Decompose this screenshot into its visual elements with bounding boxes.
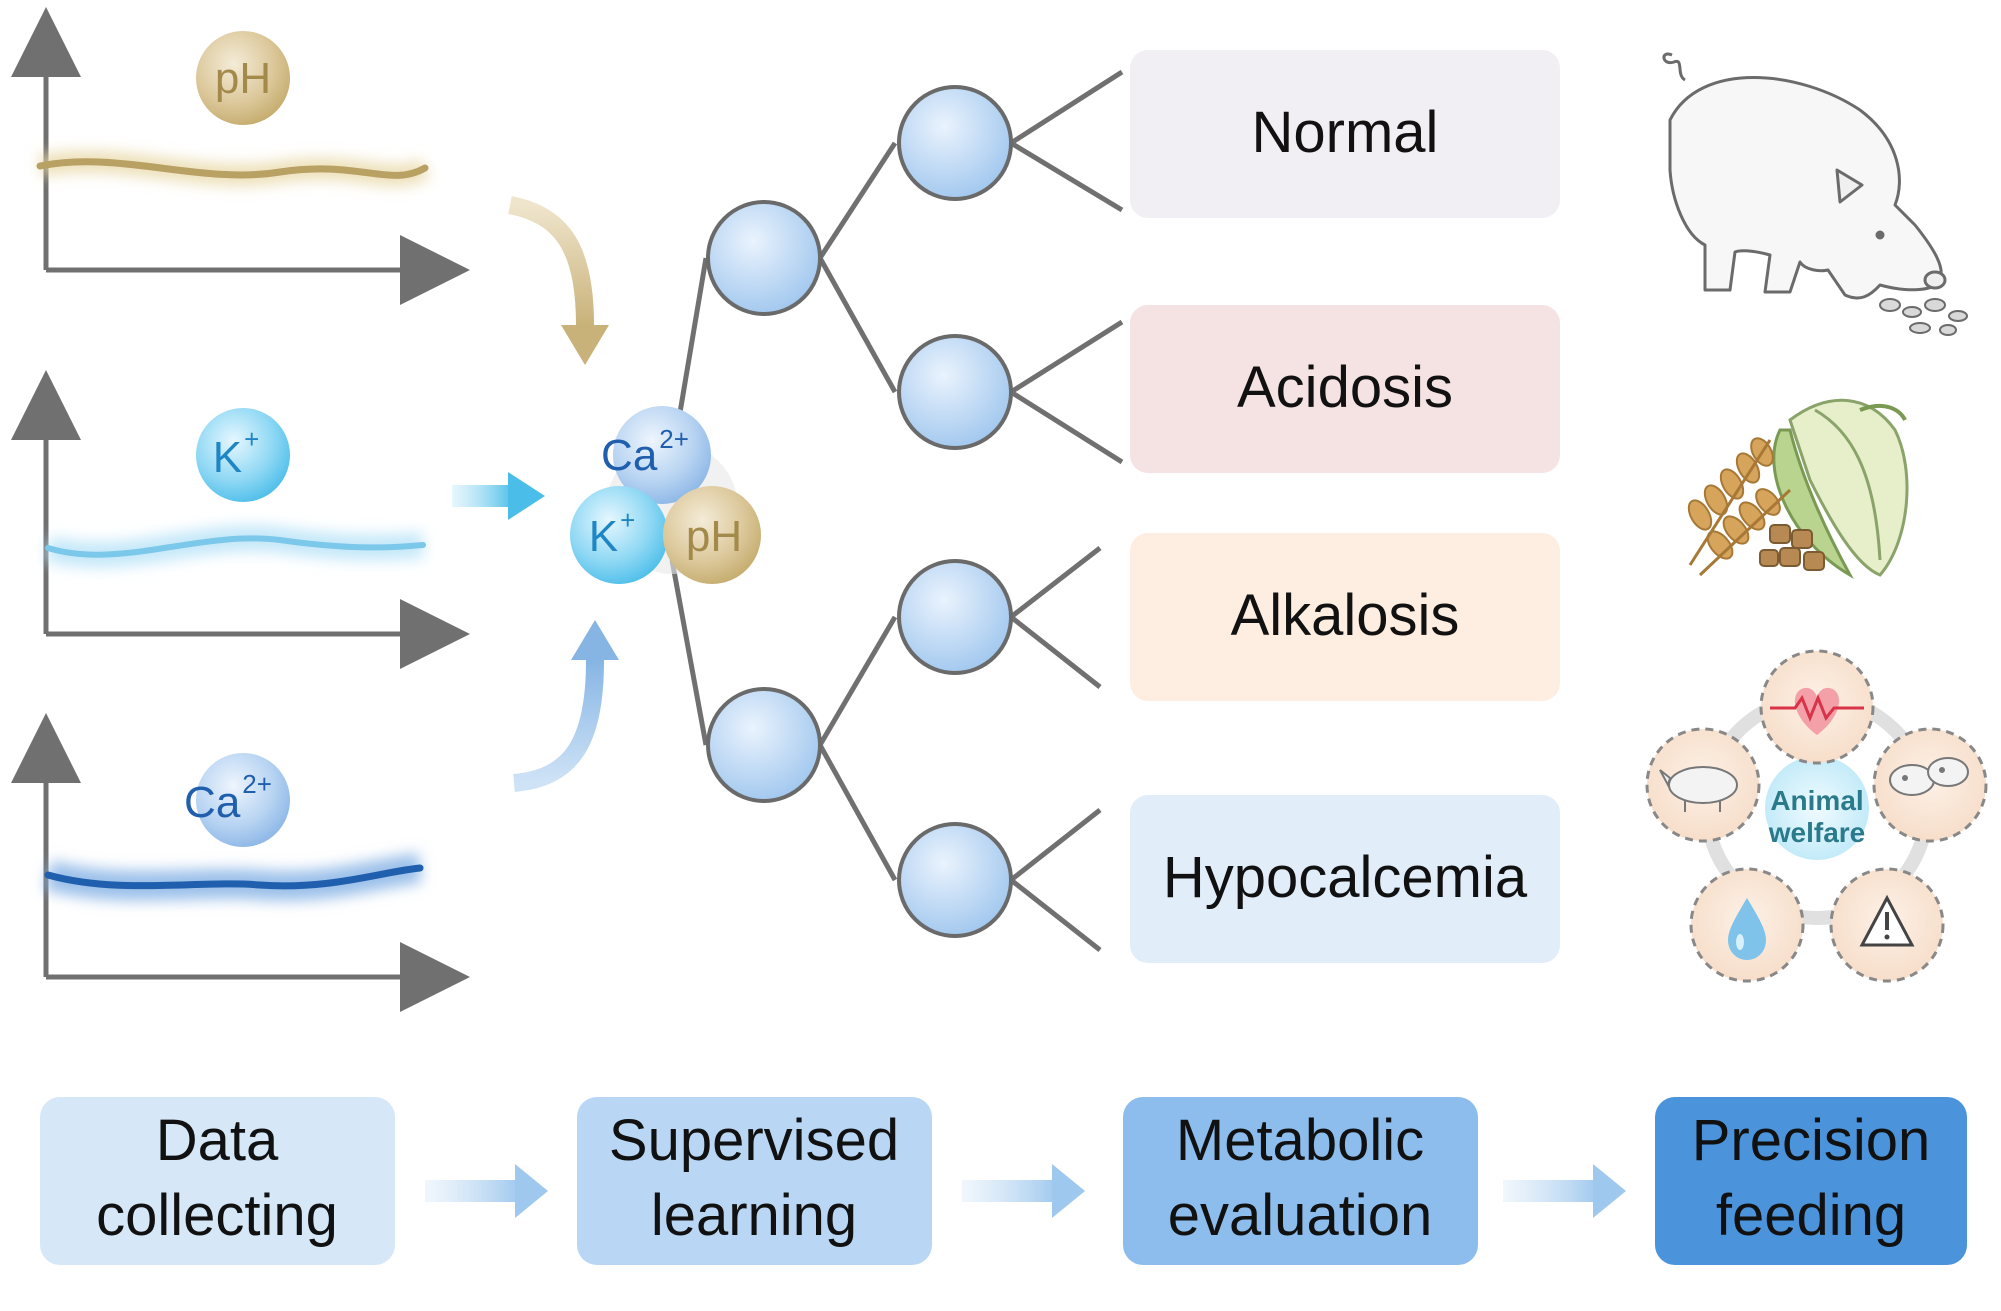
class-box-acidosis <box>1130 305 1560 473</box>
step-supervised-learning-line1: Supervised <box>609 1108 899 1173</box>
step-box-supervised-learning <box>577 1097 932 1265</box>
step-supervised-learning-line2: learning <box>651 1183 857 1248</box>
class-label-normal: Normal <box>1252 100 1439 165</box>
step-box-metabolic-evaluation <box>1123 1097 1478 1265</box>
class-label-hypocalcemia: Hypocalcemia <box>1163 845 1528 910</box>
class-box-hypocalcemia <box>1130 795 1560 963</box>
class-label-alkalosis: Alkalosis <box>1231 583 1460 648</box>
fusion-ph-bubble <box>663 486 761 584</box>
fusion-k-bubble <box>570 486 668 584</box>
class-label-acidosis: Acidosis <box>1237 355 1453 420</box>
ca-input-arrowhead <box>571 620 619 660</box>
warning-icon <box>1859 894 1915 947</box>
ph-badge-label: pH <box>215 54 271 103</box>
heart-icon <box>1770 687 1864 735</box>
class-box-normal <box>1130 50 1560 218</box>
tree-node <box>897 85 1013 201</box>
fusion-ca-bubble <box>613 406 711 504</box>
step-metabolic-evaluation-line2: evaluation <box>1168 1183 1432 1248</box>
water-drop-icon <box>1728 898 1766 960</box>
ph-input-arrow <box>508 196 594 326</box>
pig-icon <box>1662 52 1968 336</box>
pig-outline-icon <box>1659 766 1738 812</box>
workflow-arrow <box>962 1164 1085 1218</box>
pigs-icon <box>1889 757 1969 796</box>
workflow: Data collecting Supervised learning Meta… <box>40 1097 1967 1265</box>
k-signal-plot: K+ <box>11 370 470 669</box>
welfare-center <box>1765 756 1869 860</box>
ca-signal-line <box>44 864 424 890</box>
ca-badge <box>196 753 290 847</box>
step-box-data-collecting <box>40 1097 395 1265</box>
k-input-arrowhead <box>508 472 545 520</box>
classification-outputs: Normal Acidosis Alkalosis Hypocalcemia <box>1130 50 1560 963</box>
ph-signal-line <box>36 158 429 179</box>
grain-corn-icon <box>1687 398 1909 580</box>
k-badge <box>196 408 290 502</box>
workflow-arrow <box>425 1164 548 1218</box>
fusion-k-label: K+ <box>589 505 636 561</box>
welfare-line2: welfare <box>1768 817 1866 848</box>
ph-signal-plot: pH <box>11 7 470 305</box>
tree-node <box>706 687 822 803</box>
k-signal-line <box>45 535 426 558</box>
tree-node <box>897 822 1013 938</box>
step-box-precision-feeding <box>1655 1097 1967 1265</box>
animal-welfare-cycle: Animal welfare <box>1645 649 1988 983</box>
k-input-arrow <box>452 485 514 507</box>
step-precision-feeding-line1: Precision <box>1692 1108 1931 1173</box>
ca-input-arrow <box>512 659 604 792</box>
tree-node <box>897 334 1013 450</box>
step-metabolic-evaluation-line1: Metabolic <box>1176 1108 1424 1173</box>
fusion-ca-label: Ca2+ <box>601 424 689 480</box>
workflow-arrow <box>1503 1164 1626 1218</box>
class-box-alkalosis <box>1130 533 1560 701</box>
ph-input-arrowhead <box>561 325 609 365</box>
ca-badge-label: Ca2+ <box>184 769 272 827</box>
ca-signal-plot: Ca2+ <box>11 713 470 1012</box>
welfare-line1: Animal <box>1770 785 1863 816</box>
ph-badge <box>196 31 290 125</box>
step-data-collecting-line1: Data <box>156 1108 279 1173</box>
ion-fusion-cluster: Ca2+ K+ pH <box>570 406 761 584</box>
fusion-ph-label: pH <box>686 512 742 561</box>
tree-node <box>706 200 822 316</box>
step-data-collecting-line2: collecting <box>96 1183 338 1248</box>
step-precision-feeding-line2: feeding <box>1716 1183 1906 1248</box>
tree-node <box>897 559 1013 675</box>
k-badge-label: K+ <box>213 424 260 482</box>
decision-tree-nodes <box>706 85 1013 938</box>
